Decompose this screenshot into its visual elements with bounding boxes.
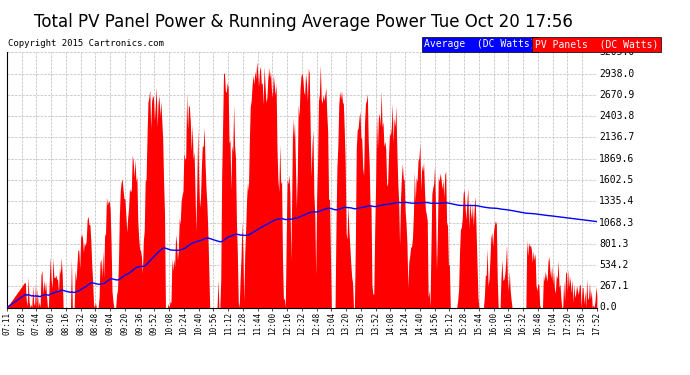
- Text: 1068.3: 1068.3: [599, 217, 634, 228]
- Text: 1602.5: 1602.5: [599, 175, 634, 185]
- Text: 1335.4: 1335.4: [599, 196, 634, 206]
- Text: 2670.9: 2670.9: [599, 90, 634, 100]
- Text: 801.3: 801.3: [599, 239, 629, 249]
- Text: 1869.6: 1869.6: [599, 154, 634, 164]
- Text: 2403.8: 2403.8: [599, 111, 634, 121]
- Text: 2136.7: 2136.7: [599, 132, 634, 142]
- Text: PV Panels  (DC Watts): PV Panels (DC Watts): [535, 39, 658, 50]
- Text: 534.2: 534.2: [599, 260, 629, 270]
- Text: Copyright 2015 Cartronics.com: Copyright 2015 Cartronics.com: [8, 39, 164, 48]
- Text: Average  (DC Watts): Average (DC Watts): [424, 39, 536, 50]
- Text: 0.0: 0.0: [599, 303, 617, 312]
- Text: 3205.0: 3205.0: [599, 48, 634, 57]
- Text: 267.1: 267.1: [599, 281, 629, 291]
- Text: 2938.0: 2938.0: [599, 69, 634, 79]
- Text: Total PV Panel Power & Running Average Power Tue Oct 20 17:56: Total PV Panel Power & Running Average P…: [34, 13, 573, 31]
